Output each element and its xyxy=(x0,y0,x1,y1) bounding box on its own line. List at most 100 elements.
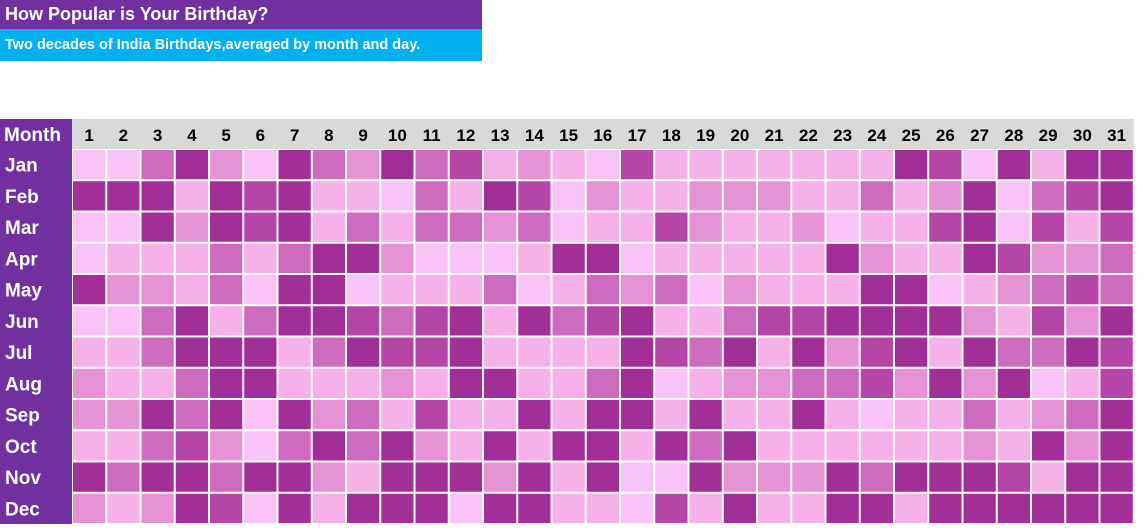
heatmap-cell xyxy=(1032,243,1065,273)
heatmap-cell xyxy=(860,243,893,273)
heatmap-cell xyxy=(1032,150,1065,180)
heatmap-cell xyxy=(963,400,996,430)
heatmap-cell xyxy=(586,150,619,180)
heatmap-cell xyxy=(484,306,517,336)
heatmap-cell xyxy=(1032,493,1065,523)
heatmap-cell xyxy=(73,462,106,492)
heatmap-cell xyxy=(552,181,585,211)
heatmap-cell xyxy=(244,368,277,398)
heatmap-cell xyxy=(449,243,482,273)
heatmap-cell xyxy=(1100,400,1133,430)
heatmap-cell xyxy=(312,275,345,305)
heatmap-cell xyxy=(210,337,243,367)
heatmap-cell xyxy=(860,181,893,211)
day-header: 9 xyxy=(358,126,367,145)
heatmap-cell xyxy=(312,400,345,430)
heatmap-cell xyxy=(312,243,345,273)
heatmap-cell xyxy=(347,400,380,430)
day-header: 25 xyxy=(902,126,921,145)
heatmap-cell xyxy=(312,368,345,398)
heatmap-cell xyxy=(1066,306,1099,336)
heatmap-cell xyxy=(895,243,928,273)
heatmap-cell xyxy=(381,493,414,523)
month-label: Aug xyxy=(5,374,42,395)
heatmap-cell xyxy=(210,368,243,398)
heatmap-cell xyxy=(1066,181,1099,211)
heatmap-cell xyxy=(689,275,722,305)
birthday-heatmap: Month 1 2 3 4 5 6 7 8 9 10 11 12 13 14 15 16 17 18 19 20 21 22… xyxy=(0,119,1148,528)
heatmap-cell xyxy=(895,306,928,336)
heatmap-cell xyxy=(1066,212,1099,242)
heatmap-cell xyxy=(1032,337,1065,367)
heatmap-cell xyxy=(175,462,208,492)
heatmap-cell xyxy=(518,275,551,305)
heatmap-cell xyxy=(723,150,756,180)
heatmap-cell xyxy=(518,400,551,430)
heatmap-cell xyxy=(860,493,893,523)
heatmap-cell xyxy=(449,462,482,492)
day-header: 10 xyxy=(388,126,407,145)
heatmap-cell xyxy=(1100,275,1133,305)
heatmap-cell xyxy=(895,275,928,305)
heatmap-cell xyxy=(552,400,585,430)
heatmap-cell xyxy=(107,493,140,523)
heatmap-cell xyxy=(1066,368,1099,398)
heatmap-cell xyxy=(73,275,106,305)
heatmap-cell xyxy=(860,368,893,398)
heatmap-cell xyxy=(484,431,517,461)
heatmap-cell xyxy=(415,275,448,305)
month-label: Apr xyxy=(5,249,38,270)
heatmap-cell xyxy=(963,368,996,398)
heatmap-cell xyxy=(518,306,551,336)
heatmap-cell xyxy=(621,275,654,305)
heatmap-cell xyxy=(826,275,859,305)
day-header: 15 xyxy=(559,126,578,145)
heatmap-cell xyxy=(518,181,551,211)
month-label: May xyxy=(5,281,42,302)
heatmap-cell xyxy=(929,400,962,430)
heatmap-cell xyxy=(997,493,1030,523)
heatmap-cell xyxy=(860,275,893,305)
heatmap-cell xyxy=(244,400,277,430)
heatmap-cell xyxy=(381,462,414,492)
day-header: 11 xyxy=(423,126,441,145)
heatmap-cell xyxy=(723,306,756,336)
day-header: 12 xyxy=(456,126,475,145)
heatmap-cell xyxy=(552,212,585,242)
heatmap-cell xyxy=(552,306,585,336)
heatmap-cell xyxy=(792,181,825,211)
heatmap-cell xyxy=(621,337,654,367)
heatmap-cell xyxy=(689,212,722,242)
header-band xyxy=(0,119,1134,149)
heatmap-cell xyxy=(278,462,311,492)
heatmap-cell xyxy=(381,181,414,211)
heatmap-cell xyxy=(278,337,311,367)
heatmap-cell xyxy=(552,150,585,180)
heatmap-cell xyxy=(1032,368,1065,398)
heatmap-cell xyxy=(792,150,825,180)
heatmap-cell xyxy=(689,368,722,398)
heatmap-cell xyxy=(621,368,654,398)
heatmap-cell xyxy=(758,337,791,367)
heatmap-cell xyxy=(518,493,551,523)
heatmap-cell xyxy=(73,337,106,367)
heatmap-cell xyxy=(1100,431,1133,461)
day-header: 6 xyxy=(256,126,265,145)
heatmap-cell xyxy=(449,337,482,367)
heatmap-cell xyxy=(449,431,482,461)
heatmap-cell xyxy=(552,337,585,367)
heatmap-cell xyxy=(107,181,140,211)
heatmap-cell xyxy=(347,493,380,523)
heatmap-cell xyxy=(1066,493,1099,523)
heatmap-cell xyxy=(1100,306,1133,336)
heatmap-cell xyxy=(175,306,208,336)
heatmap-cell xyxy=(929,181,962,211)
heatmap-cell xyxy=(758,431,791,461)
heatmap-cell xyxy=(758,275,791,305)
heatmap-cell xyxy=(141,368,174,398)
heatmap-cell xyxy=(175,337,208,367)
heatmap-cell xyxy=(278,150,311,180)
heatmap-cell xyxy=(141,431,174,461)
heatmap-cell xyxy=(1100,368,1133,398)
heatmap-cell xyxy=(758,306,791,336)
